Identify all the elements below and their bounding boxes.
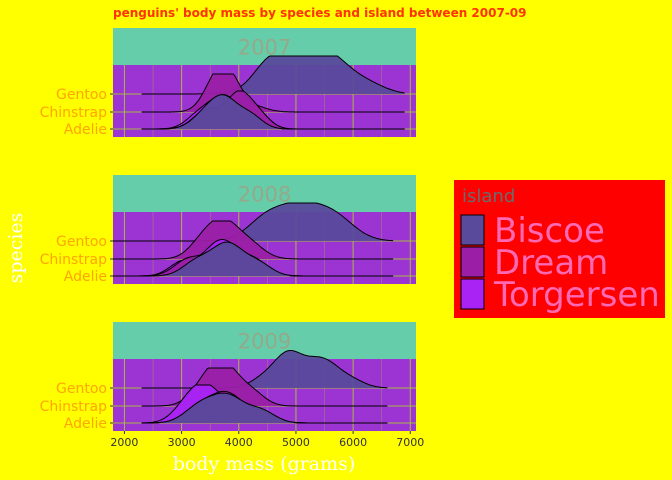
ridge-outline	[113, 241, 394, 277]
ridge-gentoo-biscoe	[141, 350, 388, 388]
ridge-adelie-biscoe	[113, 242, 394, 276]
ridge-outline	[113, 220, 394, 260]
facet-strip	[113, 28, 416, 65]
facet-strip-label: 2009	[238, 330, 291, 354]
y-tick-label: Adelie	[64, 269, 107, 285]
y-tick-label: Adelie	[64, 122, 107, 138]
y-tick-label: Adelie	[64, 416, 107, 432]
y-axis-title: species	[5, 213, 27, 284]
x-axis: 2000 3000 4000 5000 6000 7000	[110, 431, 424, 449]
x-tick-label: 3000	[168, 436, 196, 449]
ridge-chinstrap-dream	[113, 221, 394, 259]
facet-panels: 2007AdelieChinstrapGentoo2008AdelieChins…	[40, 28, 416, 432]
facet-strip	[113, 175, 416, 212]
ridge-outline	[141, 94, 405, 130]
ridge-gentoo-biscoe	[141, 56, 405, 94]
legend-swatch-dream	[460, 246, 485, 278]
ridge-outline	[141, 350, 388, 389]
y-tick-label: Gentoo	[56, 87, 107, 103]
ridge-outline	[113, 202, 394, 242]
y-tick-label: Chinstrap	[40, 105, 108, 121]
legend-swatch-biscoe	[460, 214, 485, 246]
facet-strip-label: 2008	[238, 183, 291, 207]
x-axis-title: body mass (grams)	[173, 453, 356, 475]
x-tick-label: 5000	[282, 436, 310, 449]
chart-title: penguins' body mass by species and islan…	[113, 6, 527, 20]
legend-label-torgersen: Torgersen	[493, 275, 660, 315]
ridge-outline	[141, 392, 388, 424]
y-tick-label: Chinstrap	[40, 252, 108, 268]
y-tick-label: Gentoo	[56, 381, 107, 397]
facet-strip	[113, 322, 416, 359]
ridge-outline	[141, 73, 405, 113]
legend-background	[454, 180, 665, 318]
legend-title: island	[462, 186, 515, 207]
legend-label-biscoe: Biscoe	[494, 211, 605, 251]
legend-swatch-torgersen	[460, 278, 485, 310]
ridge-adelie-biscoe	[141, 393, 388, 423]
x-tick-label: 4000	[225, 436, 253, 449]
x-tick-label: 7000	[396, 436, 424, 449]
x-tick-label: 6000	[339, 436, 367, 449]
y-tick-label: Chinstrap	[40, 399, 108, 415]
legend-label-dream: Dream	[494, 243, 608, 283]
ridge-gentoo-biscoe	[113, 203, 394, 241]
ridge-adelie-biscoe	[141, 94, 405, 129]
ridge-outline	[141, 55, 405, 95]
y-tick-label: Gentoo	[56, 234, 107, 250]
x-tick-label: 2000	[110, 436, 138, 449]
